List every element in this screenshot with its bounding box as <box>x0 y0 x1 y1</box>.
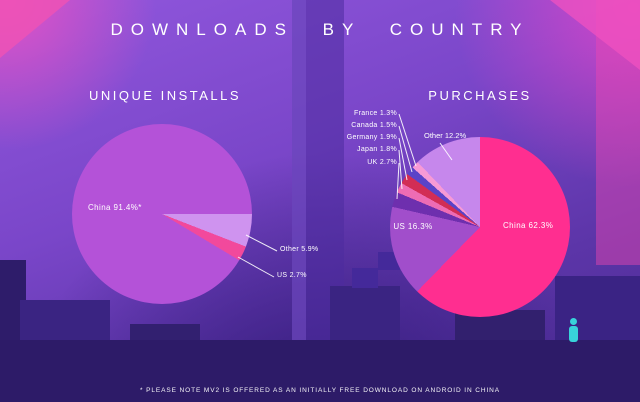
slice-label-purchases-other: Other 12.2% <box>424 131 467 140</box>
character-figure-head <box>570 318 577 325</box>
slice-label-purchases-canada: Canada 1.5% <box>351 122 397 129</box>
slice-label-purchases-us: US 16.3% <box>393 222 433 231</box>
slice-label-purchases-japan: Japan 1.8% <box>357 146 397 153</box>
slice-label-purchases-china: China 62.3% <box>503 221 554 230</box>
background-stair <box>352 268 378 288</box>
slice-label-installs-other: Other 5.9% <box>280 246 319 253</box>
slice-label-purchases-france: France 1.3% <box>354 110 397 117</box>
pie-chart-purchases <box>390 137 570 317</box>
page-title: DOWNLOADS BY COUNTRY <box>110 20 530 39</box>
slice-label-purchases-uk: UK 2.7% <box>367 159 397 166</box>
character-figure-body <box>569 326 578 342</box>
footnote: * PLEASE NOTE MV2 IS OFFERED AS AN INITI… <box>140 387 500 394</box>
slice-label-installs-china: China 91.4%* <box>88 203 142 212</box>
chart-heading-unique-installs: UNIQUE INSTALLS <box>88 88 242 103</box>
pie-chart-unique-installs <box>72 124 252 304</box>
chart-heading-purchases: PURCHASES <box>428 88 532 103</box>
slice-label-purchases-germany: Germany 1.9% <box>346 134 397 141</box>
background-tower-highlight <box>292 0 306 372</box>
background-bottom-band <box>0 340 640 402</box>
slice-label-installs-us: US 2.7% <box>277 272 307 279</box>
